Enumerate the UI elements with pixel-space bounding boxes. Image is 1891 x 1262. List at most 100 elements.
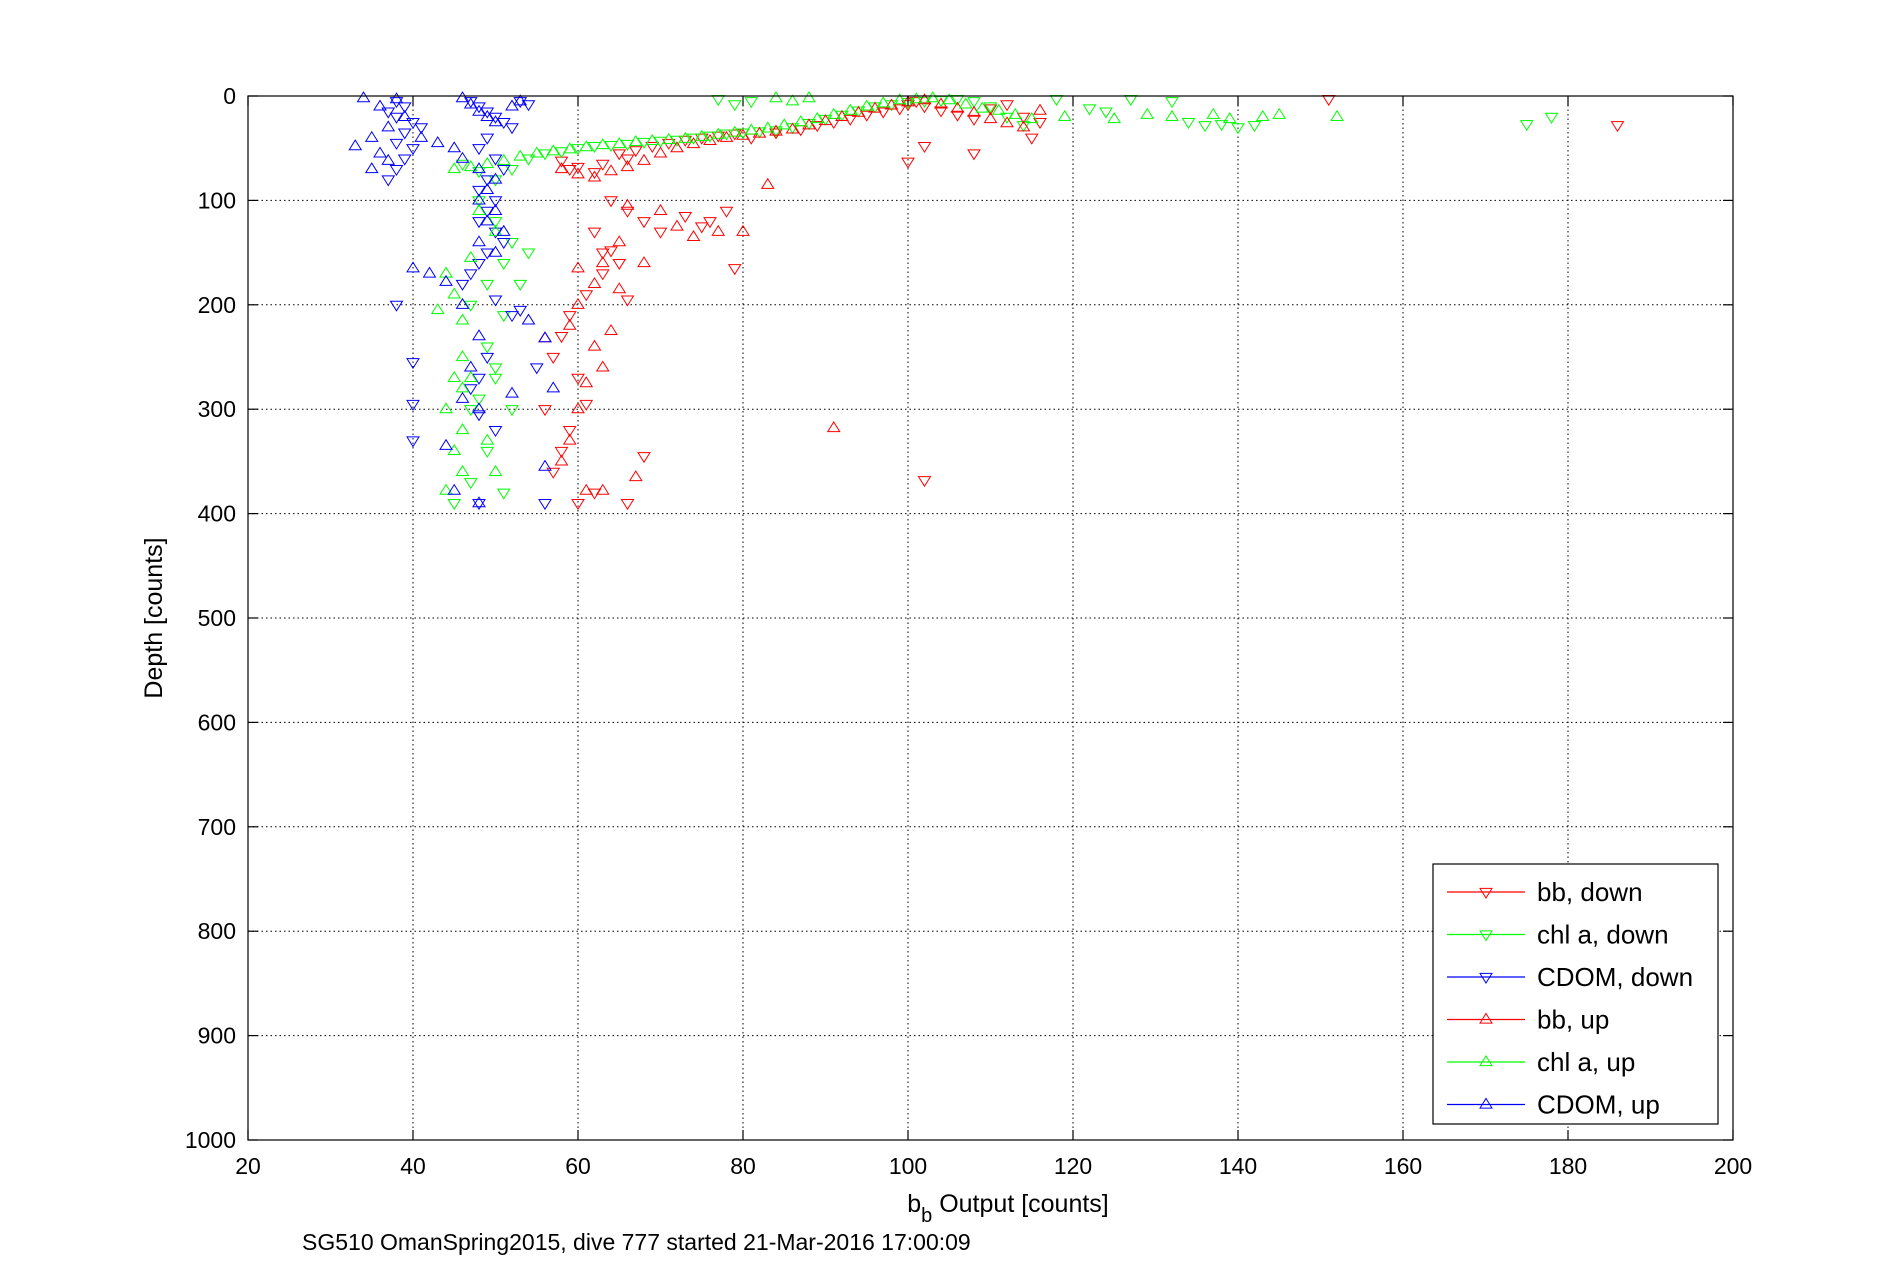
data-point <box>612 235 627 247</box>
data-point <box>859 99 874 111</box>
data-point <box>802 91 816 103</box>
data-point <box>562 433 577 445</box>
data-point <box>694 133 709 145</box>
grid-lines <box>248 96 1733 1140</box>
data-point <box>1000 116 1014 128</box>
data-point <box>546 381 561 393</box>
data-point <box>447 499 462 511</box>
axis-ticks <box>247 95 1734 1141</box>
legend-label: bb, down <box>1537 877 1643 907</box>
legend-item: bb, up <box>1447 1005 1609 1035</box>
data-point <box>571 402 585 414</box>
x-tick-label: 200 <box>1714 1153 1752 1179</box>
data-point <box>447 141 462 153</box>
data-point <box>554 446 569 458</box>
legend-box <box>1432 863 1719 1125</box>
data-point <box>439 438 453 450</box>
data-point <box>1272 107 1287 119</box>
data-point <box>818 114 833 126</box>
data-point <box>1165 97 1179 109</box>
data-point <box>472 104 486 116</box>
data-point <box>604 323 618 335</box>
data-point <box>620 295 635 307</box>
data-point <box>463 370 478 382</box>
data-point <box>595 159 610 171</box>
data-point <box>851 105 866 117</box>
legend-marker <box>1479 972 1493 984</box>
data-point <box>554 162 569 174</box>
data-point <box>612 137 627 149</box>
data-point <box>538 405 552 417</box>
data-point <box>967 114 981 126</box>
data-point <box>983 102 998 114</box>
data-point <box>488 217 503 229</box>
data-point <box>653 227 668 239</box>
data-point <box>562 425 577 438</box>
data-point <box>612 258 627 270</box>
data-point <box>711 224 726 236</box>
data-point <box>488 203 503 215</box>
data-point <box>942 93 957 105</box>
data-point <box>571 373 585 385</box>
data-point <box>472 499 486 511</box>
data-point <box>546 467 561 479</box>
x-tick-label: 180 <box>1549 1153 1587 1179</box>
data-point <box>529 363 544 375</box>
data-point <box>637 217 651 229</box>
data-point <box>472 235 486 247</box>
data-point <box>645 133 660 145</box>
legend-marker <box>1479 1097 1493 1109</box>
data-point <box>1231 123 1245 135</box>
data-point <box>653 203 668 215</box>
y-tick-label: 700 <box>198 814 236 840</box>
data-point <box>505 164 519 177</box>
data-point <box>414 123 429 135</box>
data-point <box>348 139 363 151</box>
data-point <box>439 274 453 286</box>
data-point <box>678 211 693 224</box>
data-point <box>694 222 709 234</box>
data-point <box>406 261 420 273</box>
x-tick-label: 140 <box>1219 1153 1257 1179</box>
data-point <box>769 91 783 103</box>
data-point <box>480 133 495 145</box>
legend-marker <box>1479 1012 1493 1024</box>
data-point <box>406 399 420 411</box>
data-point <box>620 198 635 210</box>
y-tick-label: 500 <box>198 605 236 631</box>
data-point <box>595 138 610 150</box>
data-point <box>463 360 478 372</box>
y-tick-label: 800 <box>198 918 236 944</box>
data-point <box>505 311 519 323</box>
data-point <box>455 159 470 171</box>
data-point <box>571 499 585 511</box>
data-point <box>472 193 486 205</box>
data-point <box>455 423 470 435</box>
data-point <box>604 196 618 208</box>
data-point <box>587 339 602 351</box>
data-point <box>793 115 808 127</box>
legend-marker <box>1479 1055 1493 1067</box>
y-tick-label: 200 <box>198 292 236 318</box>
data-point <box>694 129 709 141</box>
data-point <box>406 436 420 448</box>
data-point <box>620 154 635 166</box>
data-point <box>496 488 511 500</box>
legend-label: CDOM, up <box>1537 1090 1660 1120</box>
data-point <box>554 332 569 344</box>
x-tick-label: 60 <box>565 1153 591 1179</box>
data-point <box>472 217 486 229</box>
data-point <box>496 258 511 270</box>
data-point <box>521 100 536 112</box>
data-point <box>389 300 404 312</box>
caption: SG510 OmanSpring2015, dive 777 started 2… <box>302 1229 971 1255</box>
data-point <box>719 206 734 218</box>
series-1 <box>447 95 1559 511</box>
data-point <box>579 140 594 152</box>
data-point <box>513 94 528 106</box>
data-point <box>909 92 924 104</box>
data-point <box>472 203 486 215</box>
data-point <box>967 149 981 161</box>
data-point <box>389 112 404 124</box>
